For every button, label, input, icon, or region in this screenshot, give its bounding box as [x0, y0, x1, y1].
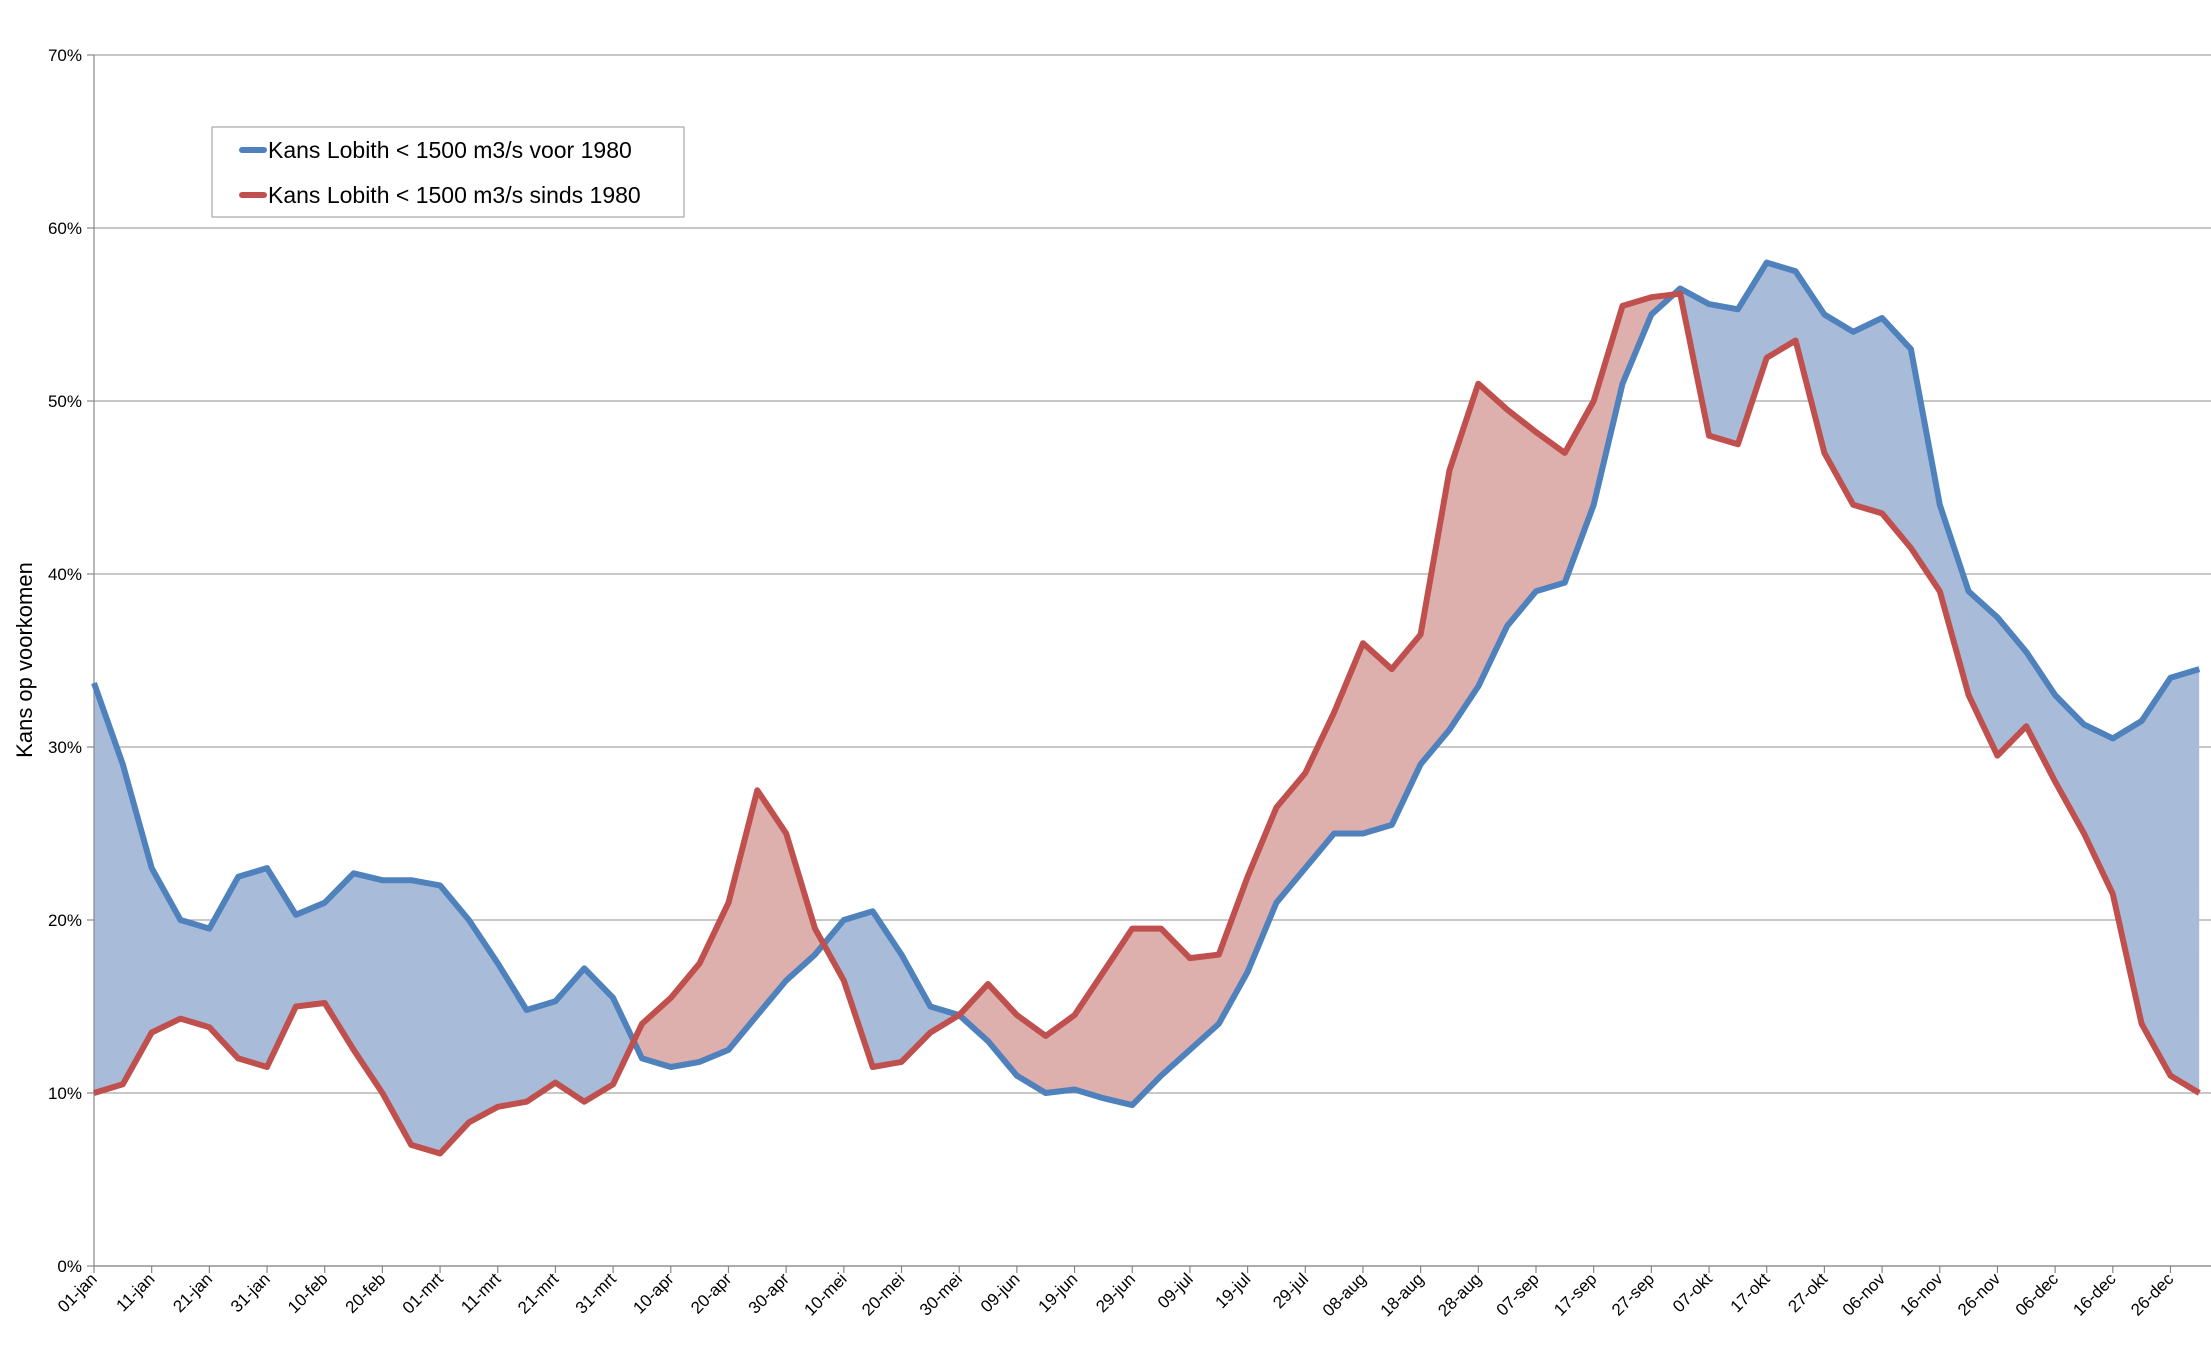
x-tick-label: 09-jul — [1154, 1269, 1197, 1312]
y-tick-label: 50% — [48, 392, 82, 411]
y-axis-label: Kans op voorkomen — [12, 562, 37, 758]
x-tick-label: 30-apr — [745, 1269, 793, 1317]
x-tick-label: 19-jul — [1212, 1269, 1255, 1312]
x-tick-label: 29-jun — [1092, 1269, 1139, 1316]
x-tick-label: 10-feb — [284, 1269, 332, 1317]
y-tick-label: 0% — [57, 1257, 82, 1276]
x-tick-label: 10-mei — [800, 1269, 850, 1319]
x-tick-label: 21-jan — [169, 1269, 216, 1316]
x-tick-label: 19-jun — [1035, 1269, 1082, 1316]
x-tick-label: 06-nov — [1839, 1269, 1890, 1320]
x-tick-label: 20-mei — [858, 1269, 908, 1319]
x-tick-label: 21-mrt — [514, 1269, 562, 1317]
x-tick-label: 11-mrt — [457, 1269, 504, 1316]
x-tick-label: 17-sep — [1550, 1269, 1600, 1319]
x-tick-label: 29-jul — [1269, 1269, 1312, 1312]
x-tick-label: 31-mrt — [572, 1269, 620, 1317]
x-tick-label: 11-jan — [113, 1269, 159, 1315]
area-fill — [94, 262, 2200, 1154]
x-tick-label: 20-apr — [687, 1269, 735, 1317]
x-tick-label: 16-nov — [1896, 1269, 1947, 1320]
x-tick-label: 28-aug — [1434, 1269, 1485, 1320]
x-tick-label: 01-jan — [54, 1269, 101, 1316]
y-tick-label: 60% — [48, 219, 82, 238]
legend-label: Kans Lobith < 1500 m3/s sinds 1980 — [268, 182, 641, 208]
y-tick-label: 40% — [48, 565, 82, 584]
y-tick-label: 30% — [48, 738, 82, 757]
x-tick-label: 18-aug — [1377, 1269, 1428, 1320]
y-tick-label: 10% — [48, 1084, 82, 1103]
legend-box — [211, 126, 685, 218]
x-tick-label: 07-sep — [1493, 1269, 1543, 1319]
x-tick-label: 20-feb — [342, 1269, 390, 1317]
x-tick-label: 26-dec — [2127, 1269, 2178, 1320]
x-tick-label: 27-sep — [1608, 1269, 1658, 1319]
x-tick-label: 06-dec — [2012, 1269, 2063, 1320]
y-tick-label: 70% — [48, 46, 82, 65]
x-tick-label: 08-aug — [1319, 1269, 1370, 1320]
legend-label: Kans Lobith < 1500 m3/s voor 1980 — [268, 137, 632, 163]
line-series — [93, 290, 2201, 1157]
x-tick-label: 17-okt — [1727, 1269, 1774, 1316]
x-tick-label: 26-nov — [1954, 1269, 2005, 1320]
x-tick-label: 09-jun — [977, 1269, 1024, 1316]
x-tick-label: 07-okt — [1669, 1269, 1716, 1316]
x-tick-label: 31-jan — [227, 1269, 274, 1316]
x-tick-label: 16-dec — [2069, 1269, 2120, 1320]
y-tick-label: 20% — [48, 911, 82, 930]
x-tick-label: 27-okt — [1784, 1269, 1831, 1316]
line-series — [91, 259, 2201, 1109]
x-tick-label: 10-apr — [629, 1269, 677, 1317]
x-tick-label: 30-mei — [916, 1269, 966, 1319]
x-tick-label: 01-mrt — [399, 1269, 447, 1317]
